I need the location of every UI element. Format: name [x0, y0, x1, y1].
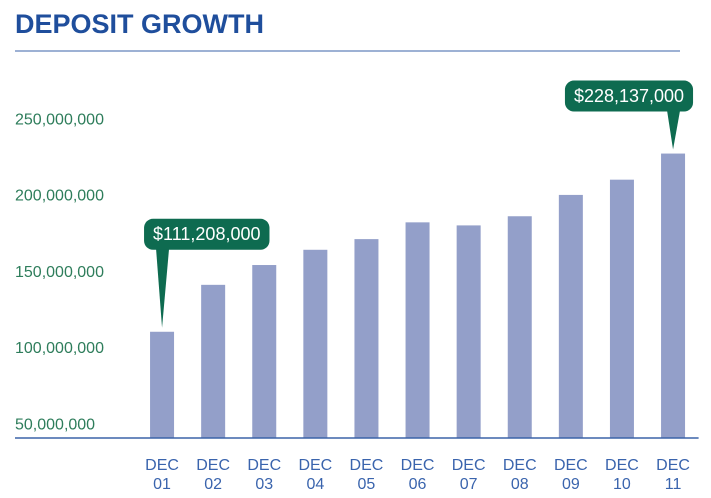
callout-box — [144, 218, 270, 250]
x-tick-label: DEC 02 — [196, 457, 231, 493]
x-tick-label: DEC 07 — [451, 457, 486, 493]
y-tick-label: 250,000,000 — [15, 111, 104, 128]
bar — [405, 222, 430, 438]
x-tick-label: DEC 08 — [502, 457, 537, 493]
x-tick-label: DEC 05 — [349, 457, 384, 493]
x-tick-label: DEC 11 — [656, 457, 690, 493]
bar — [456, 225, 481, 438]
bar — [201, 284, 226, 438]
bar — [609, 179, 634, 438]
callout-pointer — [667, 110, 681, 150]
y-tick-label: 150,000,000 — [15, 264, 104, 281]
bar — [558, 194, 583, 438]
bar — [303, 249, 328, 438]
bar — [354, 239, 379, 438]
callout-pointer — [156, 248, 170, 328]
data-label: $228,137,000 — [574, 86, 684, 106]
x-tick-label: DEC 09 — [553, 457, 588, 493]
bar — [661, 153, 686, 438]
bar — [150, 331, 175, 438]
chart-title: DEPOSIT GROWTH — [15, 9, 264, 39]
x-tick-label: DEC 06 — [400, 457, 435, 493]
bar — [252, 265, 277, 438]
data-label: $111,208,000 — [153, 224, 260, 244]
y-tick-label: 100,000,000 — [15, 340, 104, 357]
x-tick-label: DEC 03 — [247, 457, 282, 493]
callout-box — [564, 80, 694, 112]
y-tick-label: 50,000,000 — [15, 416, 95, 433]
bar — [507, 216, 532, 438]
x-tick-label: DEC 01 — [145, 457, 179, 493]
x-tick-label: DEC 10 — [605, 457, 639, 493]
y-tick-label: 200,000,000 — [15, 188, 104, 205]
x-tick-label: DEC 04 — [298, 457, 333, 493]
